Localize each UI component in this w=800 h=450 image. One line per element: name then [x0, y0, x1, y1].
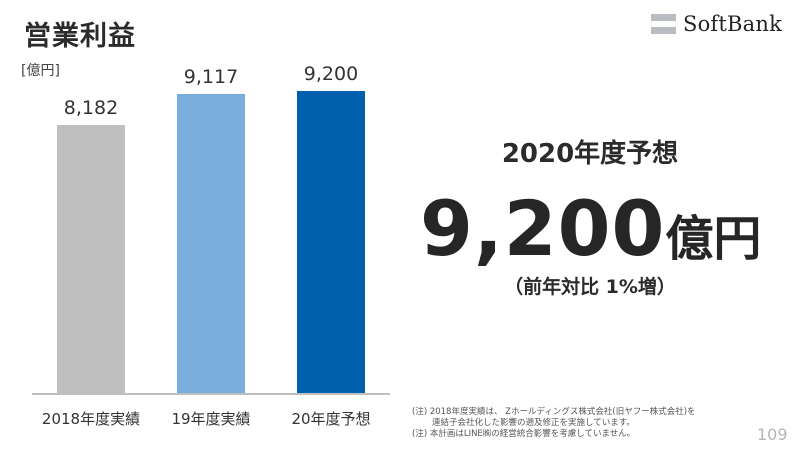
- footnote-1: (注) 2018年度実績は、 Zホールディングス株式会社(旧ヤフー株式会社)を: [412, 407, 696, 417]
- footnotes: (注) 2018年度実績は、 Zホールディングス株式会社(旧ヤフー株式会社)を …: [412, 407, 696, 440]
- operating-income-bar-chart: [億円] 8,182 9,117 9,200 2018年度実績 19年度実績 2…: [21, 63, 390, 428]
- forecast-number: 9,200: [420, 184, 666, 273]
- footnote-1-continued: 連結子会社化した影響の遡及修正を実施しています。: [432, 418, 635, 428]
- y-axis-unit-label: [億円]: [21, 63, 60, 79]
- logo-mark-icon: [651, 14, 676, 34]
- page-number: 109: [757, 425, 788, 444]
- x-axis-line: [32, 393, 390, 395]
- bar-value-label-2020: 9,200: [303, 63, 359, 85]
- forecast-yoy-change: （前年対比 1%増）: [504, 276, 676, 298]
- category-label-2019: 19年度実績: [171, 410, 251, 428]
- category-label-2020: 20年度予想: [291, 410, 371, 428]
- forecast-value: 9,200億円: [420, 184, 762, 273]
- logo-text: SoftBank: [683, 12, 783, 36]
- forecast-unit: 億円: [665, 211, 762, 267]
- forecast-year-label: 2020年度予想: [501, 139, 679, 169]
- bar-value-label-2019: 9,117: [183, 66, 239, 88]
- category-label-2018: 2018年度実績: [41, 410, 141, 428]
- bar-2020-forecast: [297, 91, 365, 394]
- bar-value-label-2018: 8,182: [63, 97, 119, 119]
- slide-title: 営業利益: [24, 21, 136, 52]
- bar-2019-actual: [177, 94, 245, 394]
- softbank-logo: SoftBank: [651, 12, 782, 36]
- bar-2018-actual: [57, 125, 125, 394]
- footnote-2: (注) 本計画はLINE㈱の経営統合影響を考慮していません。: [412, 429, 636, 439]
